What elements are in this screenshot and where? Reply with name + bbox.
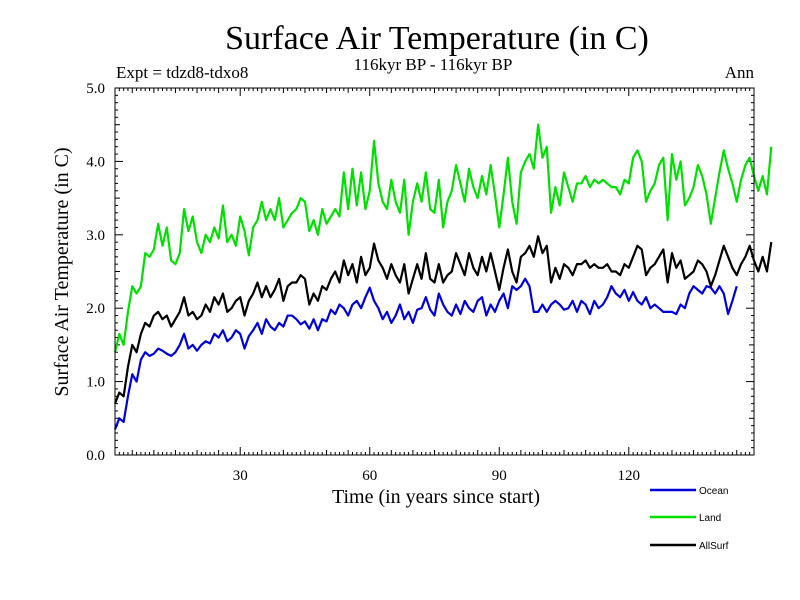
chart-subtitle: 116kyr BP - 116kyr BP (354, 55, 513, 74)
y-tick-label: 3.0 (86, 228, 105, 244)
plot-frame (114, 87, 755, 456)
series-lines (113, 123, 773, 430)
y-axis-ticks: 0.0 1.0 2.0 3.0 4.0 5.0 (86, 81, 754, 464)
x-tick-label: 30 (233, 468, 248, 484)
series-line-land (113, 123, 773, 353)
y-tick-label: 2.0 (86, 301, 105, 317)
x-tick-label: 90 (492, 468, 507, 484)
legend-ocean-label: Ocean (699, 486, 728, 497)
experiment-label: Expt = tdzd8-tdxo8 (116, 63, 248, 82)
series-line-allsurf (113, 235, 773, 405)
series-line-ocean (113, 277, 738, 430)
y-tick-label: 5.0 (86, 81, 105, 97)
legend: Ocean Land AllSurf (650, 486, 729, 552)
period-label: Ann (725, 63, 755, 82)
x-tick-label: 60 (362, 468, 377, 484)
x-tick-label: 120 (618, 468, 641, 484)
y-tick-label: 1.0 (86, 375, 105, 391)
chart-title: Surface Air Temperature (in C) (225, 20, 649, 57)
x-axis-label: Time (in years since start) (332, 486, 540, 508)
y-tick-label: 0.0 (86, 448, 105, 464)
y-axis-label: Surface Air Temperature (in C) (51, 147, 73, 396)
y-tick-label: 4.0 (86, 154, 105, 170)
legend-allsurf-label: AllSurf (699, 541, 729, 552)
legend-land-label: Land (699, 513, 721, 524)
